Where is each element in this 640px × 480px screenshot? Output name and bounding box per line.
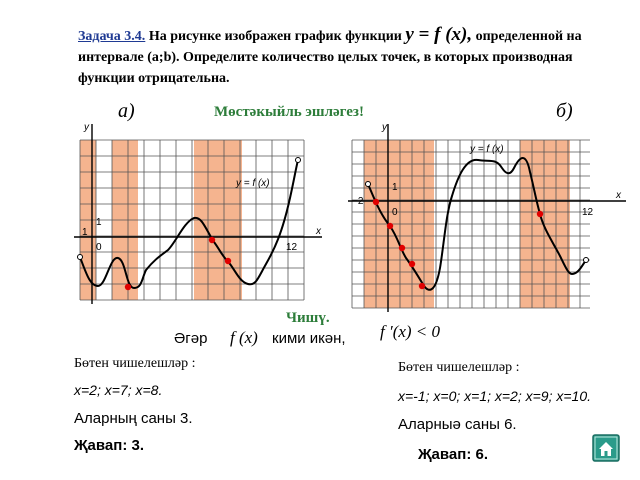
right-solution-point (398, 244, 406, 252)
right-solution-point (386, 222, 394, 230)
right-tick-twelve: 12 (582, 207, 594, 218)
left-endpoint-end (295, 157, 301, 163)
right-graph-label: б) (556, 100, 573, 122)
right-y-axis-label: y (381, 122, 388, 133)
left-y-axis-label: y (83, 122, 90, 133)
right-tick-one-y: 1 (392, 182, 398, 193)
home-icon (592, 434, 620, 462)
task-number: Задача 3.4. (78, 29, 146, 44)
right-function-curve (367, 157, 587, 291)
left-answer: Җавап: 3. (74, 437, 144, 454)
left-graph: y x y = f (x) 1 1 0 12 (74, 122, 322, 304)
right-solution-point (536, 210, 544, 218)
left-solution-points (124, 236, 232, 291)
left-x-axis-label: x (315, 226, 322, 237)
left-tick-one-y: 1 (96, 217, 102, 228)
left-tick-zero: 0 (96, 242, 102, 253)
right-solutions-count: Аларныә саны 6. (398, 416, 517, 433)
right-function-label: y = f (x) (469, 144, 504, 155)
right-solution-points (372, 198, 544, 290)
left-function-label: y = f (x) (235, 178, 270, 189)
left-solutions-points: x=2; x=7; x=8. (74, 382, 163, 398)
left-tick-one-x: 1 (82, 227, 88, 238)
condition-function: f (x) (230, 328, 258, 347)
right-solution-point (372, 198, 380, 206)
right-tick-minus-two: −2 (352, 196, 364, 207)
left-graph-label: а) (118, 100, 135, 122)
right-solutions-heading: Бөтен чишелешләр : (398, 360, 520, 375)
left-function-curve (79, 159, 299, 290)
right-grid (351, 139, 590, 309)
left-grid (79, 139, 305, 301)
left-solutions-count: Аларның саны 3. (74, 410, 193, 427)
left-tick-twelve: 12 (286, 242, 298, 253)
right-answer: Җавап: 6. (418, 446, 488, 463)
task-text-after: определенной на интервале (a;b). Определ… (78, 29, 582, 86)
left-solution-point (224, 257, 232, 265)
right-endpoint-end (583, 257, 589, 263)
solution-title: Чишү. (286, 310, 330, 326)
right-tick-zero: 0 (392, 207, 398, 218)
left-solution-point (208, 236, 216, 244)
right-solutions-points: x=-1; x=0; x=1; x=2; x=9; x=10. (398, 388, 592, 404)
task-function-expr: y = f (x), (405, 24, 473, 45)
right-graph: y x y = f (x) 1 −2 0 12 (348, 122, 626, 312)
right-solution-point (418, 282, 426, 290)
home-button[interactable] (592, 434, 620, 462)
derivative-condition: f ′(x) < 0 (380, 322, 441, 341)
right-x-axis-label: x (615, 190, 622, 201)
right-endpoint-start (365, 181, 371, 187)
left-solution-point (124, 283, 132, 291)
condition-suffix: кими икән, (272, 330, 346, 347)
left-endpoint-start (77, 254, 83, 260)
right-solution-point (408, 260, 416, 268)
task-text-before: На рисунке изображен график функции (148, 29, 402, 44)
subtitle: Мөстәкыйль эшләгез! (214, 104, 364, 120)
task-statement: Задача 3.4. На рисунке изображен график … (78, 24, 598, 89)
condition-prefix: Әгәр (174, 330, 208, 347)
left-solutions-heading: Бөтен чишелешләр : (74, 356, 196, 371)
